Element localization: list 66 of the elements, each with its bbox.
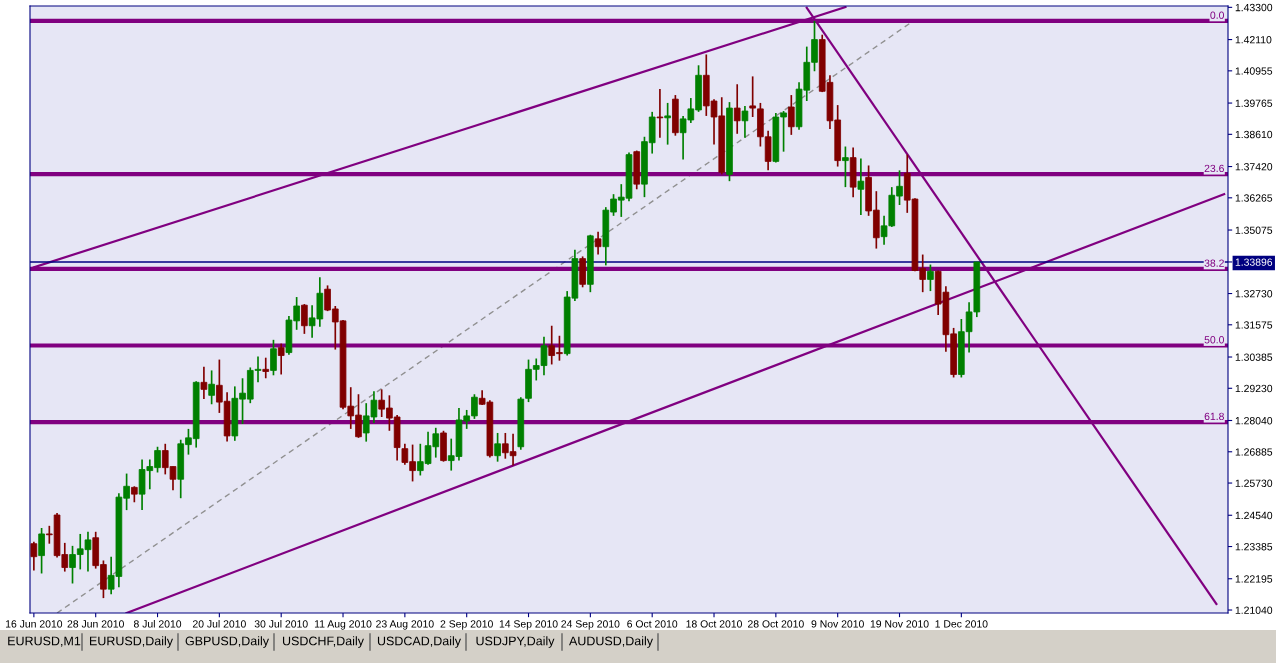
y-tick-label: 1.37420 <box>1235 163 1273 171</box>
candlestick <box>270 338 277 377</box>
y-tick-label: 1.33896 <box>1235 258 1273 266</box>
y-tick-label: 1.25730 <box>1235 479 1273 487</box>
candlestick <box>842 145 849 188</box>
y-tick-label: 1.32730 <box>1235 290 1273 298</box>
annotation: 0.0 <box>1210 11 1224 19</box>
candlestick <box>741 105 749 139</box>
y-tick-label: 1.26885 <box>1235 448 1273 456</box>
candlestick <box>494 432 501 463</box>
x-tick-label: 16 Jun 2010 <box>5 620 63 628</box>
candlestick <box>656 88 664 139</box>
y-tick-label: 1.43300 <box>1235 3 1273 12</box>
x-tick-label: 6 Oct 2010 <box>627 620 678 628</box>
y-tick-label: 1.29230 <box>1235 384 1273 393</box>
candlestick <box>664 102 671 146</box>
y-tick-label: 1.28040 <box>1235 417 1273 425</box>
y-tick-label: 1.21040 <box>1235 606 1273 614</box>
y-tick-label: 1.22195 <box>1235 575 1273 583</box>
y-tick-label: 1.30385 <box>1235 353 1273 361</box>
x-tick-label: 2 Sep 2010 <box>440 620 493 630</box>
x-tick-label: 28 Jun 2010 <box>67 620 124 628</box>
candlestick <box>262 356 270 380</box>
x-tick-label: 19 Nov 2010 <box>870 620 929 628</box>
x-tick-label: 18 Oct 2010 <box>686 620 742 628</box>
text: USDJPY,Daily <box>476 636 555 648</box>
x-tick-label: 9 Nov 2010 <box>811 620 864 628</box>
y-tick-label: 1.38610 <box>1235 130 1273 139</box>
candlestick <box>208 369 215 406</box>
y-tick-label: 1.40955 <box>1235 67 1273 75</box>
y-tick-label: 1.35075 <box>1235 226 1273 234</box>
candlestick <box>301 303 308 335</box>
y-tick-label: 1.23385 <box>1235 543 1273 551</box>
x-tick-label: 11 Aug 2010 <box>314 620 372 630</box>
candlestick <box>733 83 741 135</box>
candlestick <box>200 365 208 400</box>
candlestick <box>857 157 865 216</box>
annotation: 61.8 <box>1204 412 1224 421</box>
annotation: 38.2 <box>1204 259 1224 267</box>
candlestick <box>277 342 285 376</box>
candlestick <box>30 540 38 572</box>
text: EURUSD,Daily <box>90 636 173 648</box>
y-tick-label: 1.39765 <box>1235 99 1273 107</box>
x-tick-label: 1 Dec 2010 <box>935 620 988 628</box>
x-tick-label: 20 Jul 2010 <box>192 619 246 628</box>
y-tick-label: 1.31575 <box>1235 321 1273 329</box>
text: USDCHF,Daily <box>282 636 364 648</box>
y-tick-label: 1.24540 <box>1235 511 1273 520</box>
x-tick-label: 28 Oct 2010 <box>748 620 804 628</box>
candlestick <box>594 230 602 256</box>
x-tick-label: 14 Sep 2010 <box>499 620 558 630</box>
x-tick-label: 8 Jul 2010 <box>133 619 182 628</box>
x-tick-label: 30 Jul 2010 <box>254 619 308 628</box>
annotation: 23.6 <box>1204 164 1224 173</box>
text: AUDUSD,Daily <box>569 636 653 648</box>
y-tick-label: 1.36265 <box>1235 194 1273 202</box>
text: EURUSD,M1 <box>8 636 81 647</box>
x-tick-label: 23 Aug 2010 <box>376 620 434 630</box>
y-tick-label: 1.42110 <box>1235 36 1272 44</box>
x-tick-label: 24 Sep 2010 <box>561 620 620 630</box>
annotation: 50.0 <box>1204 336 1224 344</box>
candlestick <box>927 263 934 292</box>
candlestick <box>787 94 795 136</box>
text: USDCAD,Daily <box>377 636 461 648</box>
text: GBPUSD,Daily <box>185 636 269 648</box>
candlestick <box>38 527 45 575</box>
